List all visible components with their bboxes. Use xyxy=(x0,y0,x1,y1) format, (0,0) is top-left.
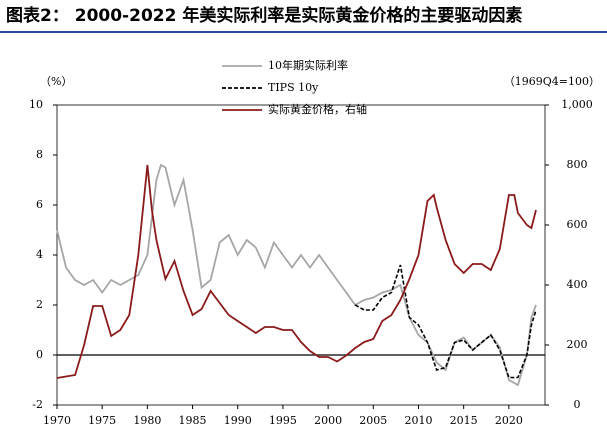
series-line xyxy=(56,163,537,387)
y2-tick-label: 1,000 xyxy=(561,98,593,111)
y2-tick-label: 0 xyxy=(574,398,581,411)
x-tick-label: 2015 xyxy=(450,414,478,427)
legend-label: TIPS 10y xyxy=(268,81,319,94)
x-tick-label: 1990 xyxy=(224,414,252,427)
series-line xyxy=(354,264,537,379)
y-tick-label: 8 xyxy=(36,148,43,161)
y-tick-label: 6 xyxy=(36,198,43,211)
y-tick-label: -2 xyxy=(32,398,43,411)
x-tick-label: 1985 xyxy=(179,414,207,427)
x-tick-label: 2010 xyxy=(404,414,432,427)
y-tick-label: 0 xyxy=(36,348,43,361)
y-axis-label: （%） xyxy=(40,75,72,88)
legend-label: 实际黄金价格，右轴 xyxy=(268,102,367,116)
y2-tick-label: 800 xyxy=(567,158,588,171)
x-tick-label: 1980 xyxy=(133,414,161,427)
y-tick-label: 10 xyxy=(29,98,43,111)
y2-tick-label: 400 xyxy=(567,278,588,291)
x-tick-label: 1995 xyxy=(269,414,297,427)
y2-tick-label: 200 xyxy=(567,338,588,351)
y2-axis-label: （1969Q4=100） xyxy=(504,75,600,88)
x-tick-label: 2020 xyxy=(495,414,523,427)
x-tick-label: 2005 xyxy=(359,414,387,427)
y2-tick-label: 600 xyxy=(567,218,588,231)
series-line xyxy=(56,164,537,379)
x-tick-label: 1975 xyxy=(88,414,116,427)
legend-label: 10年期实际利率 xyxy=(268,58,348,72)
y-tick-label: 2 xyxy=(36,298,43,311)
chart-title: 图表2： 2000-2022 年美实际利率是实际黄金价格的主要驱动因素 xyxy=(6,5,522,26)
y-tick-label: 4 xyxy=(36,248,43,261)
x-tick-label: 2000 xyxy=(314,414,342,427)
x-tick-label: 1970 xyxy=(43,414,71,427)
